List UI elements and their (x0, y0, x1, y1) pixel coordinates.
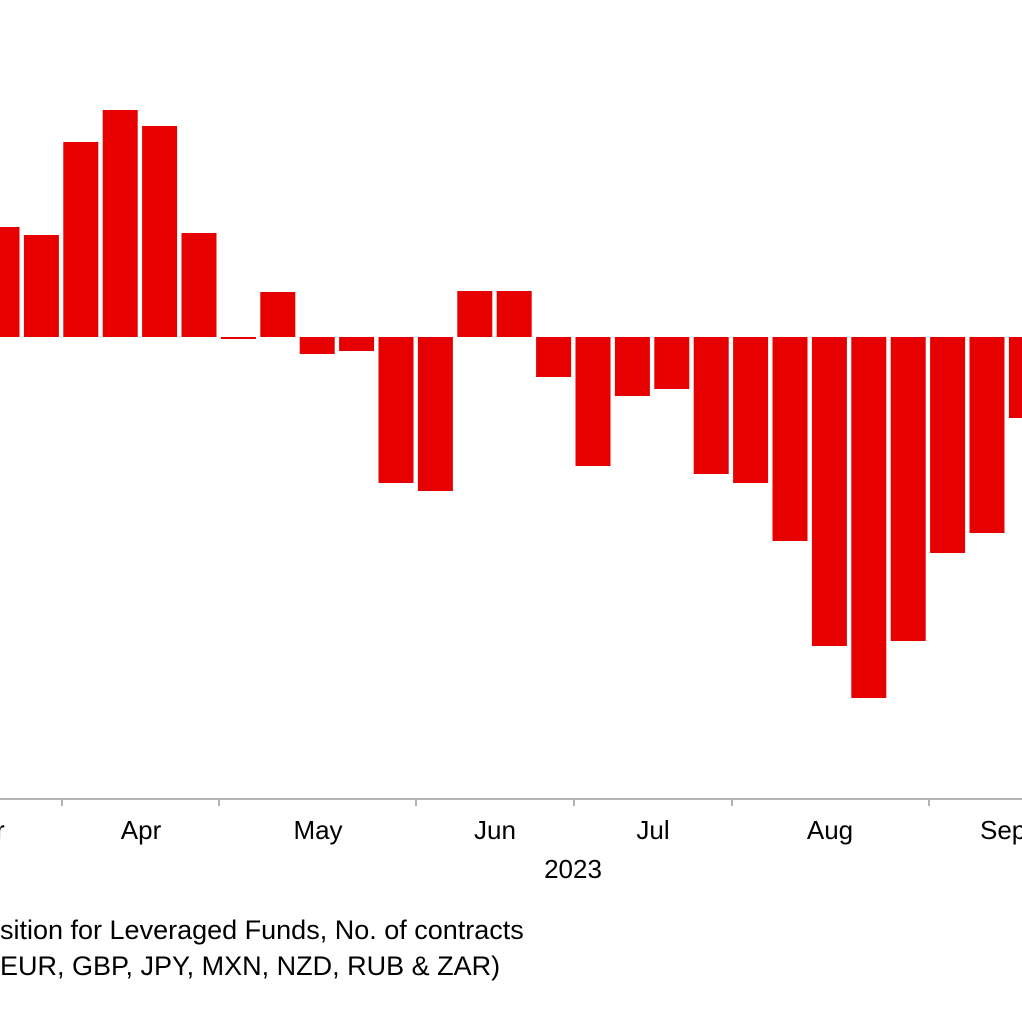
x-tick-label-5: Aug (807, 815, 853, 845)
bar-2023-05-30 (378, 337, 414, 483)
bar-2023-08-15 (811, 337, 847, 646)
x-axis-title: 2023 (544, 854, 602, 884)
bar-2023-06-27 (536, 337, 572, 377)
bar-chart: r Apr May Jun Jul Aug Sep 2023 (0, 110, 1022, 884)
x-tick-label-3: Jun (474, 815, 516, 845)
bar-2023-09-05 (930, 337, 966, 553)
bar-2023-05-09 (260, 292, 296, 337)
bar-2023-08-22 (851, 337, 887, 698)
bar-2023-08-29 (890, 337, 926, 641)
x-tick-label-0: r (0, 815, 5, 845)
bar-2023-04-18 (142, 126, 178, 337)
bar-2023-06-20 (496, 291, 532, 337)
bar-2023-05-02 (220, 337, 256, 339)
bar-2023-06-06 (417, 337, 453, 491)
bar-2023-08-08 (772, 337, 808, 541)
caption-line-1: sition for Leveraged Funds, No. of contr… (0, 915, 524, 945)
bar-2023-05-16 (299, 337, 335, 354)
bar-2023-04-04 (63, 142, 99, 337)
bar-2023-07-25 (693, 337, 729, 474)
bar-2023-04-25 (181, 233, 217, 337)
bar-2023-08-01 (733, 337, 769, 483)
bar-2023-07-18 (654, 337, 690, 389)
caption-line-2: EUR, GBP, JPY, MXN, NZD, RUB & ZAR) (0, 951, 501, 981)
bars-group (0, 110, 1022, 698)
bar-2023-06-13 (457, 291, 493, 337)
x-tick-label-1: Apr (121, 815, 162, 845)
bar-2023-09-12 (969, 337, 1005, 533)
x-tick-label-6: Sep (980, 815, 1022, 845)
x-axis-ticks (61, 799, 930, 806)
bar-2023-04-11 (102, 110, 138, 337)
bar-2023-07-04 (575, 337, 611, 466)
bar-2023-09-19 (1008, 337, 1022, 418)
x-tick-label-2: May (293, 815, 342, 845)
x-axis-tick-labels: r Apr May Jun Jul Aug Sep (0, 815, 1022, 845)
bar-2023-07-11 (614, 337, 650, 396)
x-tick-label-4: Jul (636, 815, 669, 845)
bar-2023-05-23 (339, 337, 375, 351)
bar-2023-03-28 (23, 235, 59, 337)
bar-2023-03-21 (0, 227, 20, 337)
